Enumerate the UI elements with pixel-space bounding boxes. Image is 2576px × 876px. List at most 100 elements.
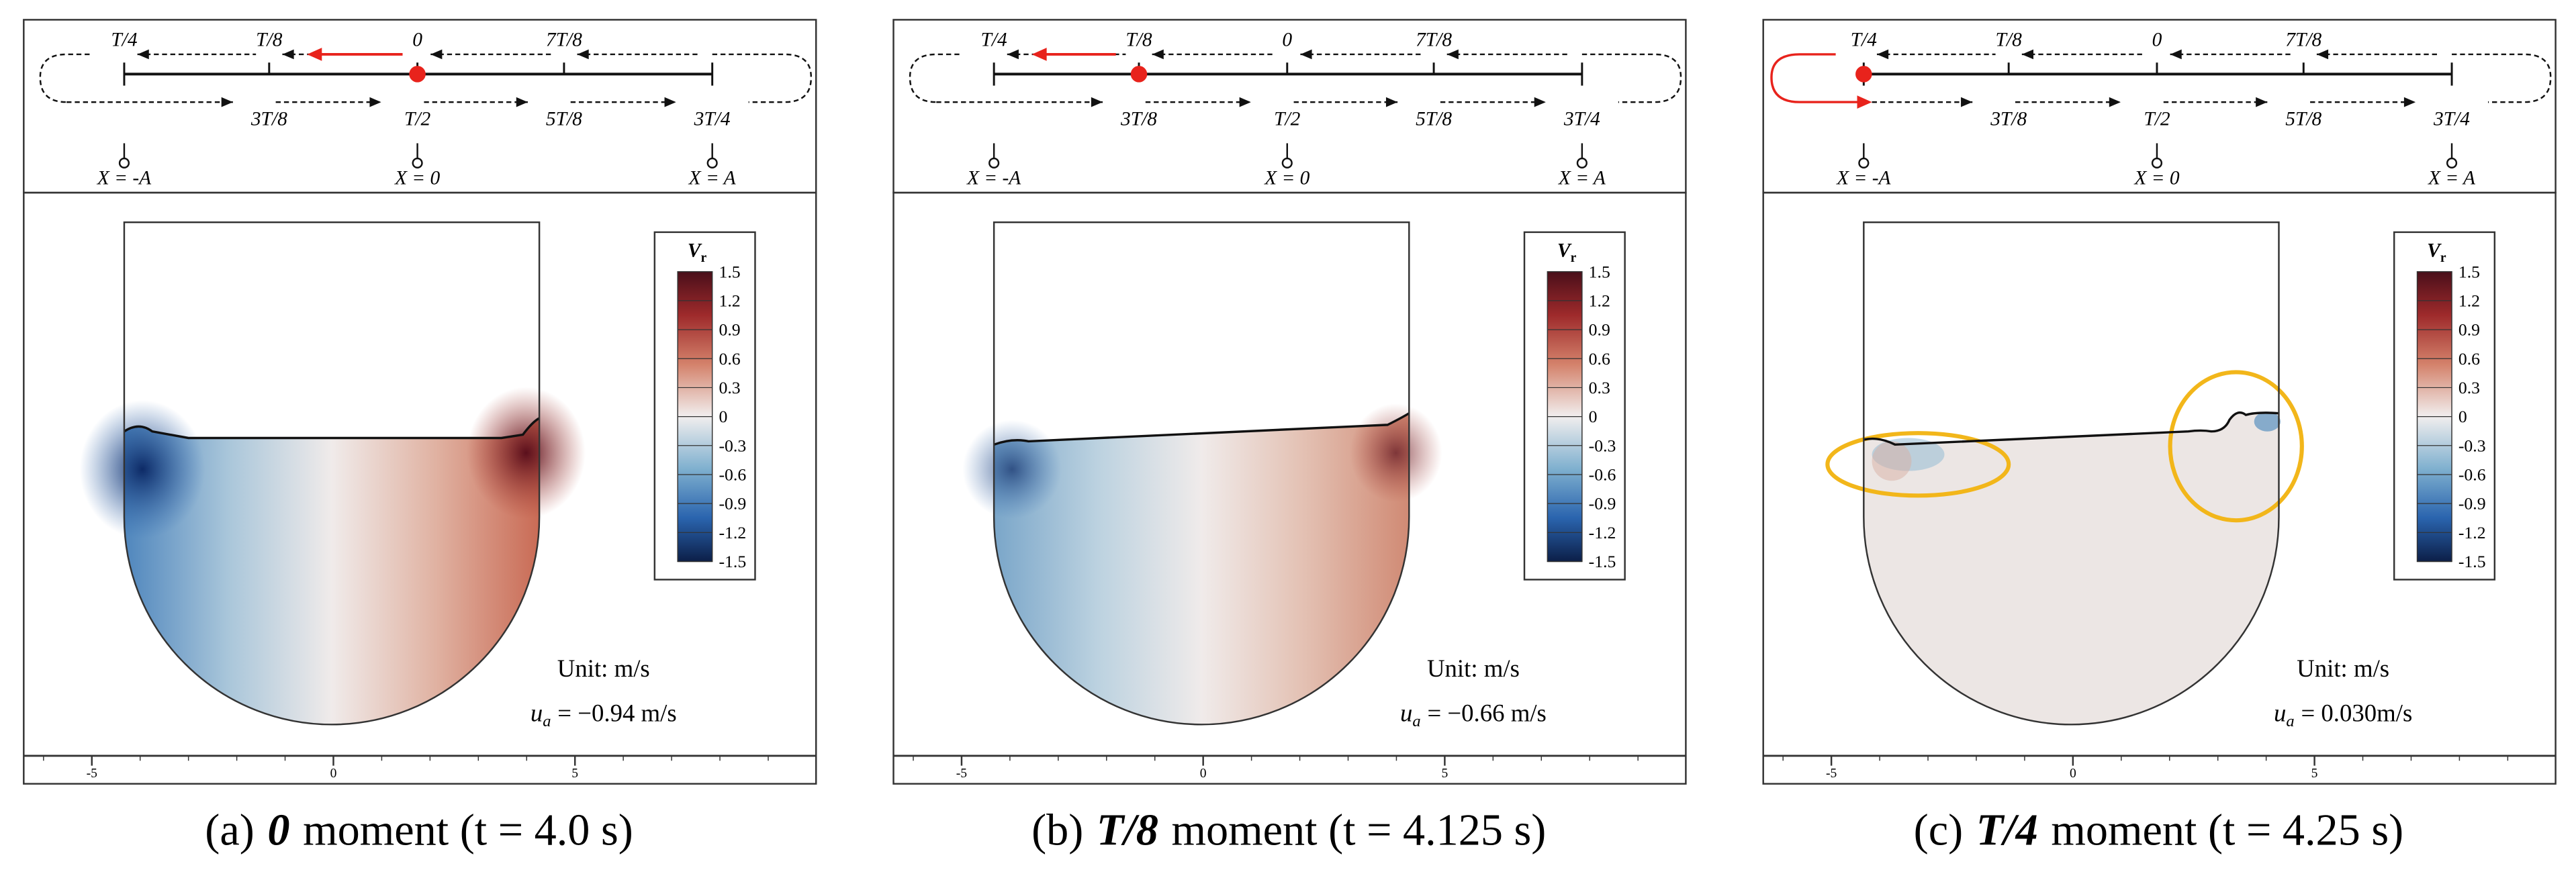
colorbar-tick-label: 1.2 — [2458, 291, 2480, 311]
free-surface — [123, 417, 540, 440]
phase-label: T/4 — [981, 30, 1008, 51]
free-surface — [993, 412, 1410, 446]
pin-head — [118, 157, 130, 168]
arrow-head — [1385, 97, 1398, 107]
colorbar-tick-label: 0.6 — [2458, 349, 2480, 369]
arrow-head — [282, 49, 294, 60]
colorbar-tick-label: -0.3 — [2458, 436, 2486, 455]
vortex-blue — [79, 400, 205, 539]
phase-label: T/8 — [1125, 30, 1152, 51]
vortex-red — [1872, 441, 1912, 481]
colorbar-subscript: r — [1571, 251, 1577, 265]
phase-label: 7T/8 — [546, 30, 582, 51]
x-tick-label: 0 — [330, 767, 337, 781]
caption: (b) T/8 moment (t = 4.125 s) — [1031, 806, 1546, 855]
caption: (a) 0 moment (t = 4.0 s) — [205, 806, 633, 855]
velocity-symbol: u — [1400, 699, 1412, 726]
velocity-value: = −0.66 m/s — [1428, 699, 1547, 726]
tank-wall — [1863, 221, 2280, 726]
vortex-red — [1349, 403, 1442, 503]
colorbar-tick-label: -1.2 — [2458, 523, 2486, 542]
arrow-head — [1300, 49, 1312, 60]
colorbar-tick-label: 1.5 — [2458, 262, 2480, 281]
pin-head — [412, 157, 423, 168]
velocity-subscript: a — [2286, 712, 2294, 730]
phase-label: 7T/8 — [2285, 30, 2321, 51]
colorbar-symbol: V — [2427, 240, 2442, 262]
arrow-head — [137, 49, 149, 60]
arrow-head — [2170, 49, 2182, 60]
unit-label: Unit: m/s — [557, 654, 650, 682]
phase-label: 5T/8 — [1416, 108, 1452, 130]
arrow-head — [516, 97, 528, 107]
plot-frame — [23, 191, 817, 785]
colorbar-tick-label: -0.6 — [719, 465, 746, 485]
x-tick-label: 5 — [571, 767, 578, 781]
velocity-label: ua = −0.66 m/s — [1400, 699, 1547, 730]
phase-label: 0 — [412, 30, 422, 51]
x-tick-label: 5 — [2311, 767, 2318, 781]
caption-phase: T/4 — [1976, 806, 2038, 855]
colorbar-tick-label: -0.6 — [1589, 465, 1616, 485]
red-head — [307, 48, 322, 61]
highlight — [1825, 431, 2011, 498]
position-dot — [1855, 66, 1872, 83]
velocity-symbol: u — [531, 699, 543, 726]
caption-label: (a) — [205, 806, 254, 855]
plot-frame — [892, 191, 1687, 785]
pin-head — [1281, 157, 1293, 168]
loop-left — [1770, 53, 1829, 103]
phase-label: T/2 — [2144, 108, 2170, 130]
caption-label: (c) — [1914, 806, 1963, 855]
colorbar-symbol: V — [1557, 240, 1572, 262]
unit-label: Unit: m/s — [1427, 654, 1520, 682]
colorbar-tick-label: 1.5 — [719, 262, 740, 281]
phase-label: 0 — [1282, 30, 1292, 51]
colorbar-tick-label: 1.2 — [719, 291, 740, 311]
velocity-value: = −0.94 m/s — [557, 699, 676, 726]
velocity-symbol: u — [2274, 699, 2286, 726]
colorbar-tick-label: 1.5 — [1589, 262, 1610, 281]
vortex-blue — [2254, 411, 2281, 432]
pin-head — [706, 157, 718, 168]
phase-label: 5T/8 — [546, 108, 582, 130]
plot-frame — [1762, 191, 2557, 785]
colorbar-subscript: r — [2440, 251, 2446, 265]
position-dot — [409, 66, 426, 83]
colorbar-tick-label: 0.9 — [2458, 320, 2480, 340]
velocity-label: ua = 0.030m/s — [2274, 699, 2412, 730]
loop-right — [1581, 53, 1682, 103]
colorbar-tick-label: 0 — [2458, 407, 2467, 426]
x-tick-label: -5 — [87, 767, 98, 781]
highlight — [2168, 370, 2304, 523]
colorbar-tick-label: 1.2 — [1589, 291, 1610, 311]
arrow-head — [221, 97, 233, 107]
colorbar-title: Vr — [688, 240, 707, 265]
phase-label: 0 — [2152, 30, 2162, 51]
x-tick-label: 0 — [1200, 767, 1207, 781]
arrow-head — [2021, 49, 2033, 60]
colorbar-subscript: r — [701, 251, 707, 265]
colorbar-tick-label: 0.6 — [719, 349, 740, 369]
colorbar-tick-label: -1.2 — [719, 523, 746, 542]
colorbar-tick-label: -1.5 — [2458, 552, 2486, 571]
position-label: X = -A — [1836, 168, 1891, 189]
loop-left — [909, 53, 960, 103]
vortex-red — [467, 387, 586, 519]
colorbar-tick-label: -0.9 — [2458, 494, 2486, 514]
phase-label: 5T/8 — [2285, 108, 2321, 130]
red-loop — [1770, 53, 1859, 103]
colorbar-tick-label: 0 — [1589, 407, 1598, 426]
phase-label: 3T/4 — [694, 108, 731, 130]
fluid — [124, 418, 540, 725]
velocity-subscript: a — [1412, 712, 1420, 730]
position-label: X = A — [688, 168, 737, 189]
x-tick-label: -5 — [1826, 767, 1837, 781]
phase-label: 3T/4 — [1563, 108, 1600, 130]
arrow-head — [2316, 49, 2329, 60]
arrow-head — [577, 49, 589, 60]
colorbar-tick-label: -1.2 — [1589, 523, 1616, 542]
tank-wall — [993, 221, 1410, 726]
arrow-head — [2109, 97, 2121, 107]
caption-text: moment (t = 4.125 s) — [1172, 806, 1547, 855]
